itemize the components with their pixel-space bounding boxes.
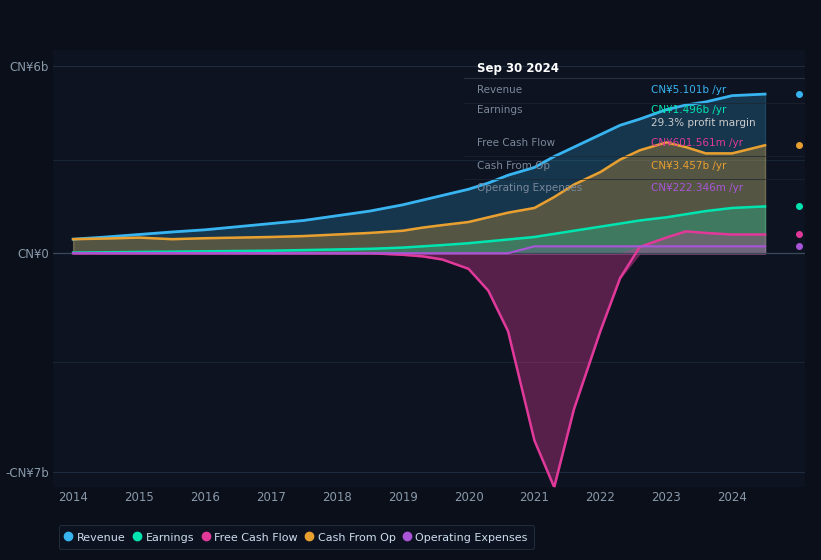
Text: CN¥3.457b /yr: CN¥3.457b /yr	[651, 161, 727, 171]
Text: Free Cash Flow: Free Cash Flow	[478, 138, 556, 148]
Text: Revenue: Revenue	[478, 85, 523, 95]
Text: CN¥5.101b /yr: CN¥5.101b /yr	[651, 85, 727, 95]
Text: CN¥222.346m /yr: CN¥222.346m /yr	[651, 183, 743, 193]
Text: CN¥601.561m /yr: CN¥601.561m /yr	[651, 138, 743, 148]
Text: Earnings: Earnings	[478, 105, 523, 115]
Text: Operating Expenses: Operating Expenses	[478, 183, 583, 193]
Text: Cash From Op: Cash From Op	[478, 161, 551, 171]
Text: CN¥1.496b /yr: CN¥1.496b /yr	[651, 105, 727, 115]
Legend: Revenue, Earnings, Free Cash Flow, Cash From Op, Operating Expenses: Revenue, Earnings, Free Cash Flow, Cash …	[59, 525, 534, 549]
Text: Sep 30 2024: Sep 30 2024	[478, 62, 559, 75]
Text: 29.3% profit margin: 29.3% profit margin	[651, 118, 756, 128]
